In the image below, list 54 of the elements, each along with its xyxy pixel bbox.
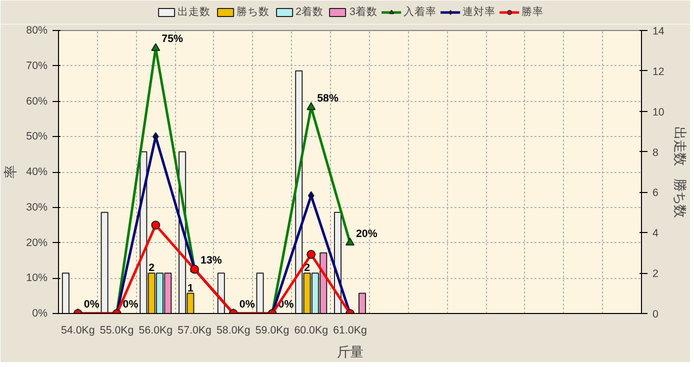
data-label: 58% — [317, 92, 339, 104]
data-label: 13% — [200, 254, 222, 266]
data-label: 1 — [187, 282, 194, 294]
y-tick-label: 50% — [26, 130, 48, 143]
legend-label: 勝率 — [521, 5, 544, 19]
y-tick-label: 0% — [32, 308, 48, 320]
data-label: 2 — [148, 262, 155, 274]
legend-label: 3着数 — [350, 5, 378, 19]
legend-label: 2着数 — [296, 5, 324, 19]
legend-label: 連対率 — [462, 5, 496, 19]
y2-tick-label: 14 — [652, 26, 664, 38]
x-tick-label: 54.0Kg — [61, 324, 95, 336]
legend-label: 勝ち数 — [236, 5, 270, 19]
y2-tick-label: 12 — [652, 66, 664, 78]
point — [306, 250, 316, 259]
x-tick-label: 55.0Kg — [100, 324, 134, 336]
x-tick-label: 60.0Kg — [294, 324, 328, 336]
x-tick-label: 61.0Kg — [333, 324, 367, 336]
x-tick-label: 57.0Kg — [178, 324, 212, 336]
y-tick-label: 60% — [26, 95, 48, 108]
y-axis-title: 率 — [3, 166, 18, 178]
x-tick-label: 56.0Kg — [138, 324, 173, 336]
legend-label: 出走数 — [178, 5, 211, 19]
y-tick-label: 80% — [26, 24, 48, 36]
y2-tick-label: 0 — [652, 308, 658, 320]
y2-tick-label: 4 — [652, 228, 658, 240]
data-label: 0% — [122, 298, 139, 310]
legend-label: 入着率 — [403, 5, 436, 19]
bar — [358, 292, 366, 314]
y2-tick-label: 2 — [652, 268, 658, 280]
x-tick-label: 58.0Kg — [216, 324, 250, 336]
bar — [100, 212, 108, 314]
bar — [256, 272, 264, 314]
bar — [62, 272, 70, 314]
point — [346, 238, 354, 246]
y2-tick-label: 6 — [652, 187, 658, 200]
y2-tick-label: 8 — [652, 146, 658, 159]
y-tick-label: 10% — [26, 272, 48, 284]
y-tick-label: 20% — [26, 236, 48, 249]
y2-axis-title: 出走数 勝ち数 — [672, 126, 688, 218]
point — [306, 102, 316, 110]
x-axis-title: 斤量 — [337, 344, 363, 360]
data-label: 0% — [239, 298, 256, 310]
point — [151, 220, 160, 230]
bar — [217, 272, 225, 314]
y-tick-label: 70% — [26, 60, 48, 72]
y-tick-label: 40% — [26, 166, 48, 178]
data-label: 0% — [84, 298, 100, 310]
data-label: 20% — [356, 228, 378, 240]
y2-tick-label: 10 — [652, 106, 664, 118]
y-tick-label: 30% — [26, 201, 48, 214]
x-tick-label: 59.0Kg — [255, 324, 290, 336]
data-label: 75% — [162, 33, 184, 46]
point — [308, 191, 314, 200]
